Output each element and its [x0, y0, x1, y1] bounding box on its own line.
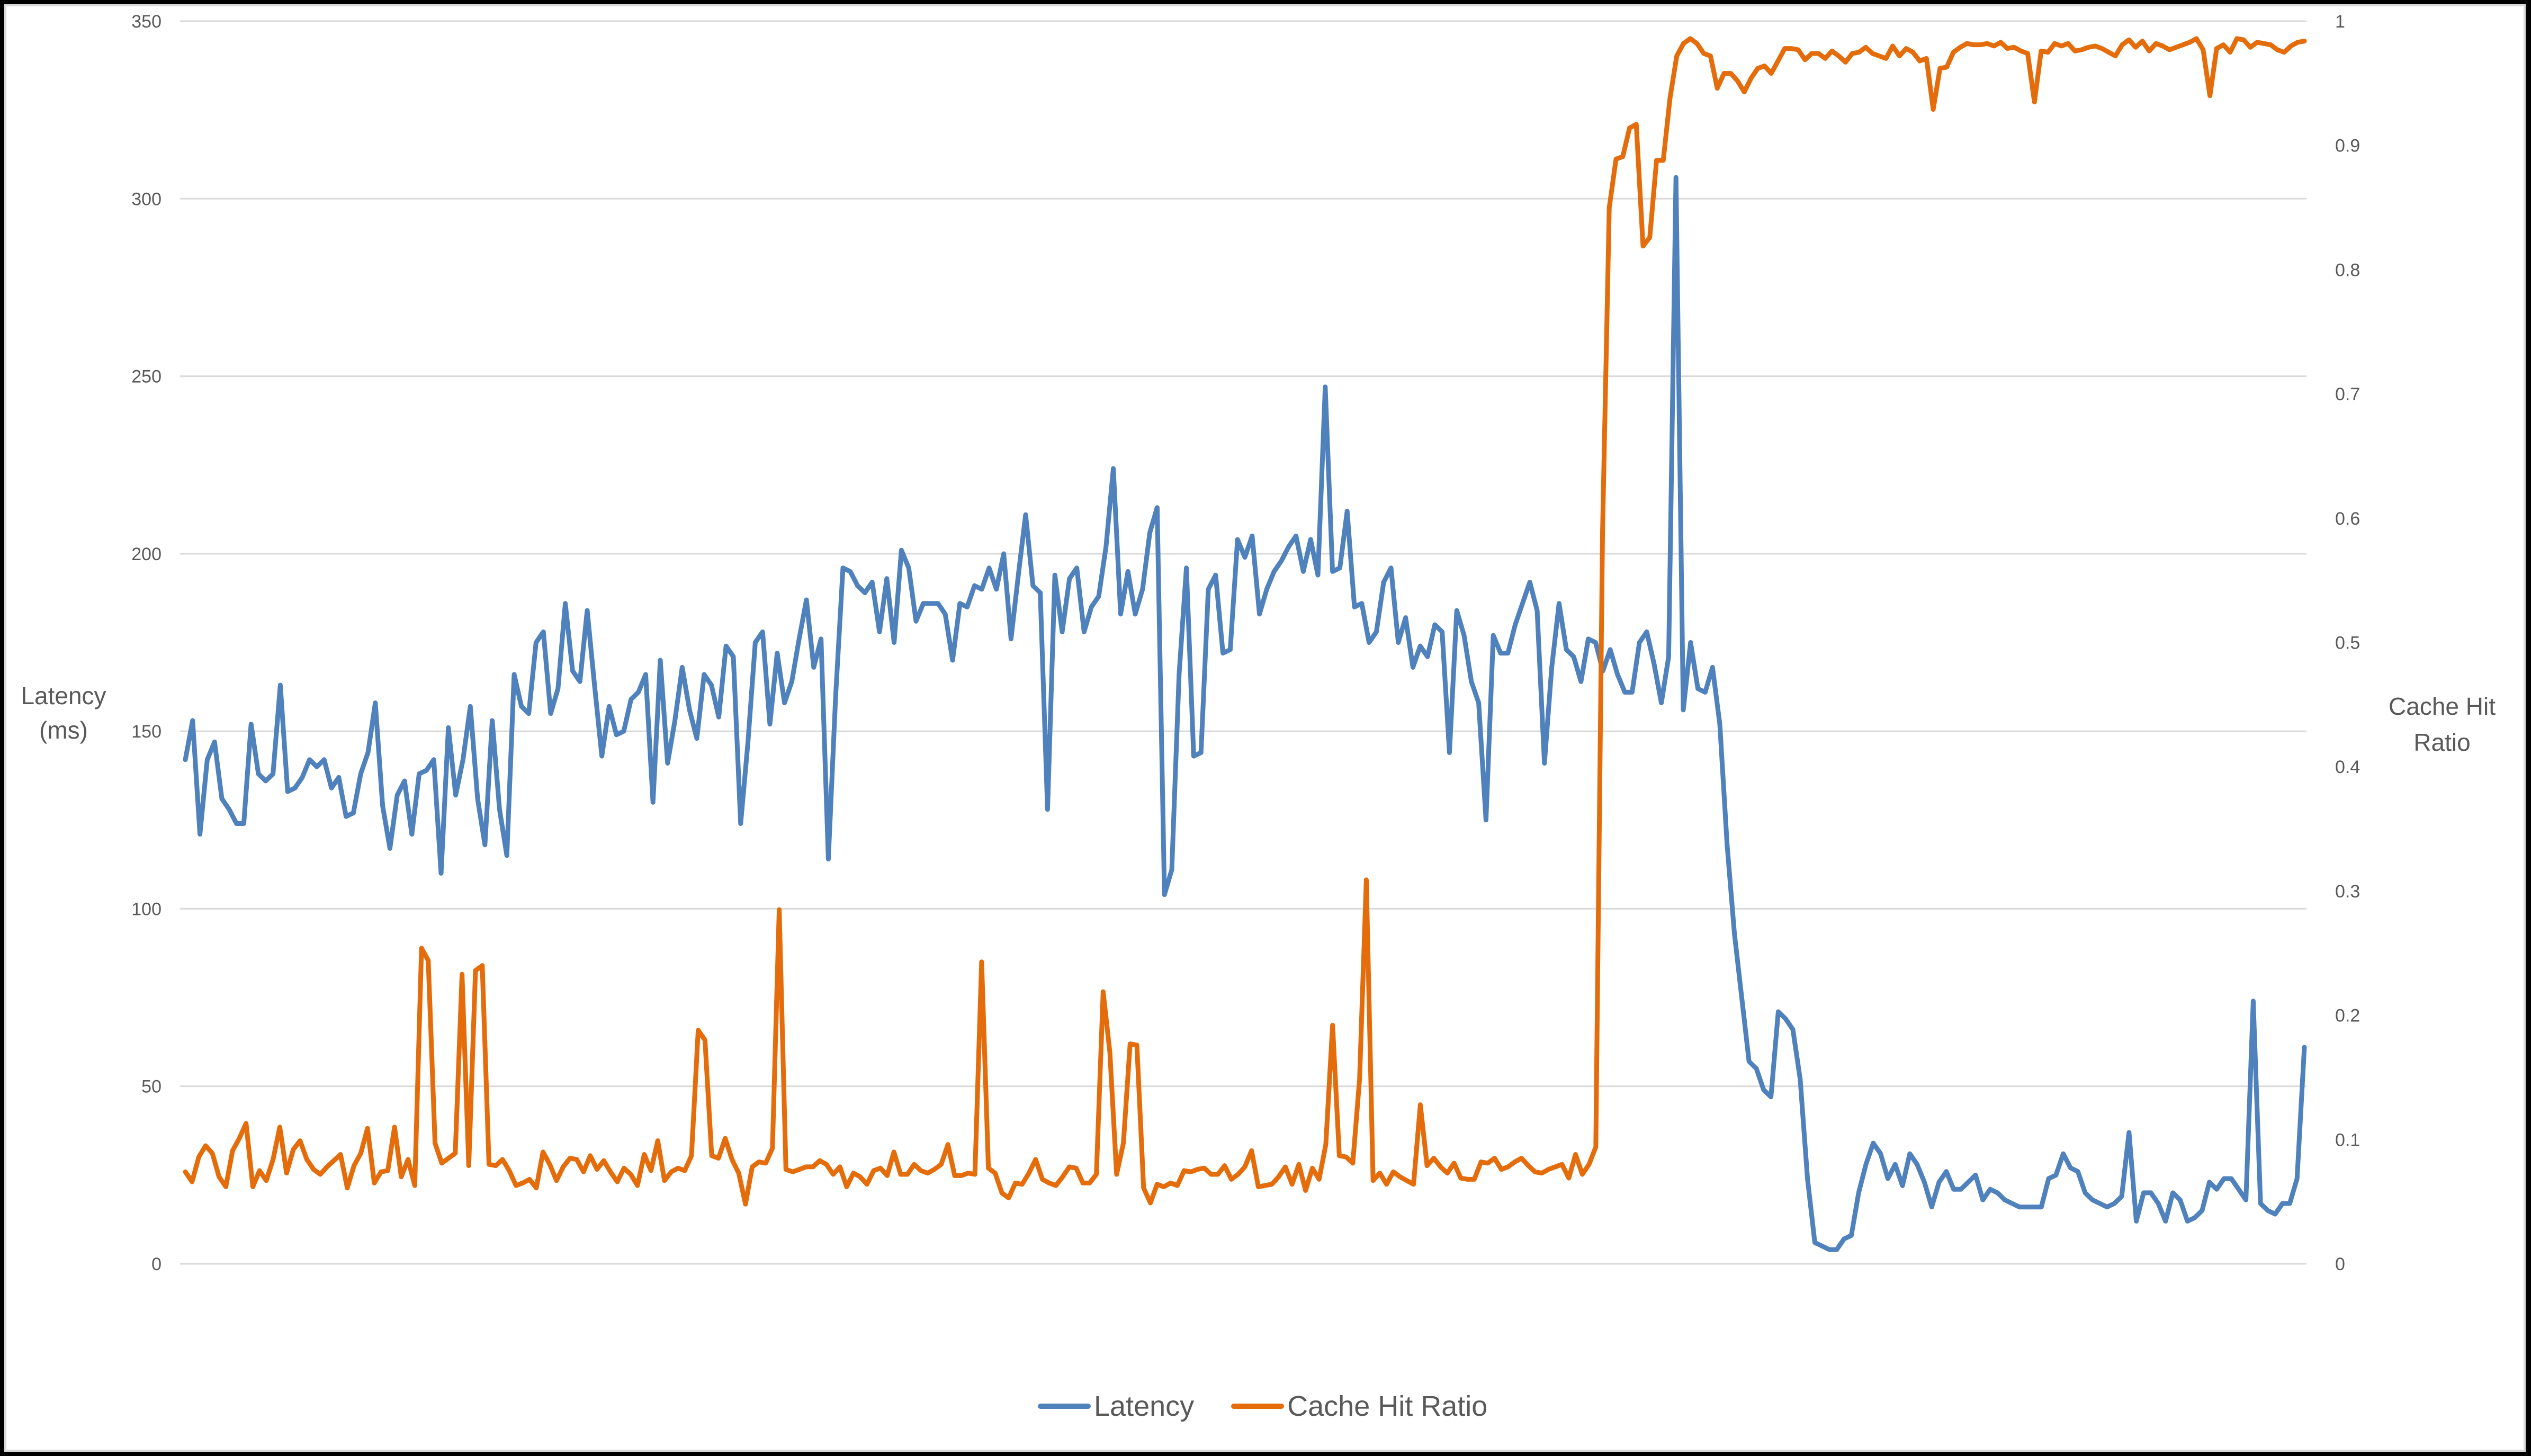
cache-hit-ratio-swatch-icon [1231, 1404, 1285, 1409]
left-axis-title: Latency [21, 682, 106, 709]
right-axis-tick-label: 1 [2335, 12, 2345, 32]
right-axis-tick-label: 0.2 [2335, 1006, 2360, 1026]
latency-series-line [183, 175, 2307, 1252]
right-axis-tick-label: 0.7 [2335, 384, 2360, 405]
legend-item-latency[interactable]: Latency [1038, 1390, 1194, 1423]
left-axis-tick-label: 150 [131, 722, 161, 742]
left-axis-tick-label: 250 [131, 367, 161, 387]
right-axis-tick-label: 0.4 [2335, 757, 2360, 777]
right-axis-ticks: 0 0.1 0.2 0.3 0.4 0.5 0.6 0.7 0.8 0.9 1 [2335, 12, 2360, 1274]
left-axis-tick-label: 200 [131, 544, 161, 564]
left-axis-ticks: 0 50 100 150 200 250 300 350 [131, 12, 161, 1274]
left-axis-tick-label: 350 [131, 12, 161, 32]
legend: Latency Cache Hit Ratio [1038, 1390, 1487, 1423]
right-axis-tick-label: 0.6 [2335, 509, 2360, 529]
legend-label-latency: Latency [1094, 1390, 1195, 1422]
latency-swatch-icon [1038, 1404, 1091, 1409]
right-axis-title: Cache Hit [2389, 693, 2496, 720]
right-axis-tick-label: 0 [2335, 1254, 2345, 1274]
left-axis-tick-label: 100 [131, 899, 161, 919]
left-axis-title-units: (ms) [39, 716, 88, 744]
left-axis-tick-label: 0 [151, 1254, 161, 1274]
legend-item-cache-hit-ratio[interactable]: Cache Hit Ratio [1231, 1390, 1487, 1423]
right-axis-tick-label: 0.9 [2335, 136, 2360, 156]
cache-hit-ratio-series-line [183, 36, 2307, 1207]
right-axis-title-line2: Ratio [2413, 729, 2470, 756]
legend-label-cache-hit-ratio: Cache Hit Ratio [1287, 1390, 1488, 1422]
left-axis-tick-label: 300 [131, 189, 161, 209]
left-axis-tick-label: 50 [141, 1077, 161, 1097]
right-axis-tick-label: 0.3 [2335, 882, 2360, 902]
right-axis-tick-label: 0.8 [2335, 260, 2360, 280]
right-axis-tick-label: 0.1 [2335, 1130, 2360, 1150]
right-axis-tick-label: 0.5 [2335, 633, 2360, 653]
chart-frame [4, 4, 2526, 1452]
gridlines [180, 20, 2306, 1265]
